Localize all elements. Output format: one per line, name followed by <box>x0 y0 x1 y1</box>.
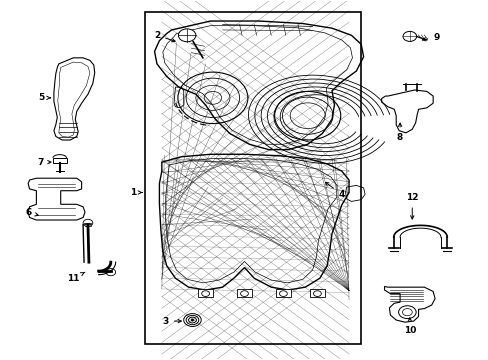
Text: 1: 1 <box>130 188 142 197</box>
Bar <box>53 158 66 163</box>
Text: 8: 8 <box>396 123 403 141</box>
Text: 9: 9 <box>422 33 439 42</box>
Text: 4: 4 <box>325 182 344 199</box>
Text: 7: 7 <box>37 158 51 167</box>
Bar <box>237 289 251 297</box>
Text: 3: 3 <box>163 316 181 325</box>
Text: 11: 11 <box>67 272 85 283</box>
Bar <box>198 289 212 297</box>
Text: 5: 5 <box>38 93 50 102</box>
Circle shape <box>178 29 196 42</box>
Text: 6: 6 <box>25 208 38 217</box>
Circle shape <box>402 31 416 41</box>
Bar <box>144 12 361 344</box>
Text: 12: 12 <box>405 193 418 219</box>
Text: 10: 10 <box>403 318 415 334</box>
Circle shape <box>191 319 194 321</box>
Bar <box>276 289 290 297</box>
Bar <box>309 289 324 297</box>
Text: 2: 2 <box>154 31 175 42</box>
